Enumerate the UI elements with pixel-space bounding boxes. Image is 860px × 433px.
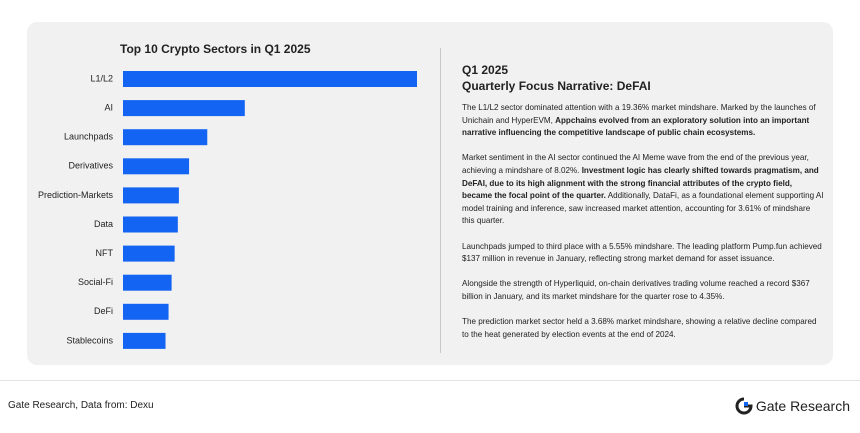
y-tick-label: L1/L2 bbox=[90, 73, 113, 83]
text: Alongside the strength of Hyperliquid, o… bbox=[462, 279, 810, 301]
paragraph: Alongside the strength of Hyperliquid, o… bbox=[462, 278, 824, 303]
brand-logo bbox=[735, 397, 753, 415]
text: Additionally, DataFi, as a foundational … bbox=[462, 191, 824, 226]
text: Market sentiment in the AI sector contin… bbox=[462, 153, 809, 175]
y-tick-label: DeFi bbox=[94, 306, 113, 316]
bar bbox=[123, 71, 417, 87]
bar bbox=[123, 187, 179, 204]
text: Launchpads jumped to third place with a … bbox=[462, 241, 822, 264]
chart: Top 10 Crypto Sectors in Q1 2025 L1/L2 AI… bbox=[38, 42, 417, 349]
bar bbox=[123, 129, 208, 146]
bold-text: Investment logic has clearly shifted tow… bbox=[462, 165, 819, 201]
bar bbox=[123, 332, 166, 349]
bar bbox=[123, 303, 169, 320]
y-tick-label: Prediction-Markets bbox=[38, 190, 114, 200]
text: The prediction market sector held a 3.68… bbox=[462, 317, 817, 339]
bar bbox=[123, 216, 178, 233]
y-tick-label: Derivatives bbox=[68, 161, 113, 171]
y-tick-label: NFT bbox=[96, 248, 114, 258]
paragraph: The prediction market sector held a 3.68… bbox=[462, 316, 824, 341]
y-tick-label: AI bbox=[104, 102, 113, 112]
y-tick-label: Launchpads bbox=[64, 132, 114, 142]
paragraph: The L1/L2 sector dominated attention wit… bbox=[462, 102, 824, 140]
paragraph: Market sentiment in the AI sector contin… bbox=[462, 152, 824, 228]
footer-rule bbox=[0, 380, 860, 381]
narrative: Q1 2025 Quarterly Focus Narrative: DeFAI… bbox=[462, 62, 824, 354]
bold-text: Appchains evolved from an exploratory so… bbox=[462, 115, 810, 138]
text: The L1/L2 sector dominated attention wit… bbox=[462, 103, 816, 125]
brand-name: Gate Research bbox=[755, 398, 850, 414]
divider bbox=[440, 48, 441, 353]
narrative-title: Quarterly Focus Narrative: DeFAI bbox=[462, 79, 651, 93]
brand: Gate Research bbox=[735, 397, 850, 415]
y-tick-label: Data bbox=[94, 219, 113, 229]
source-note: Gate Research, Data from: Dexu bbox=[8, 400, 154, 411]
bar bbox=[123, 100, 245, 117]
narrative-period: Q1 2025 bbox=[462, 63, 509, 77]
paragraph: Launchpads jumped to third place with a … bbox=[462, 241, 824, 266]
y-tick-label: Stablecoins bbox=[66, 335, 113, 345]
bar bbox=[123, 274, 172, 291]
bar bbox=[123, 245, 175, 262]
y-tick-label: Social-Fi bbox=[78, 277, 113, 287]
bar bbox=[123, 158, 190, 175]
chart-title: Top 10 Crypto Sectors in Q1 2025 bbox=[120, 42, 311, 56]
